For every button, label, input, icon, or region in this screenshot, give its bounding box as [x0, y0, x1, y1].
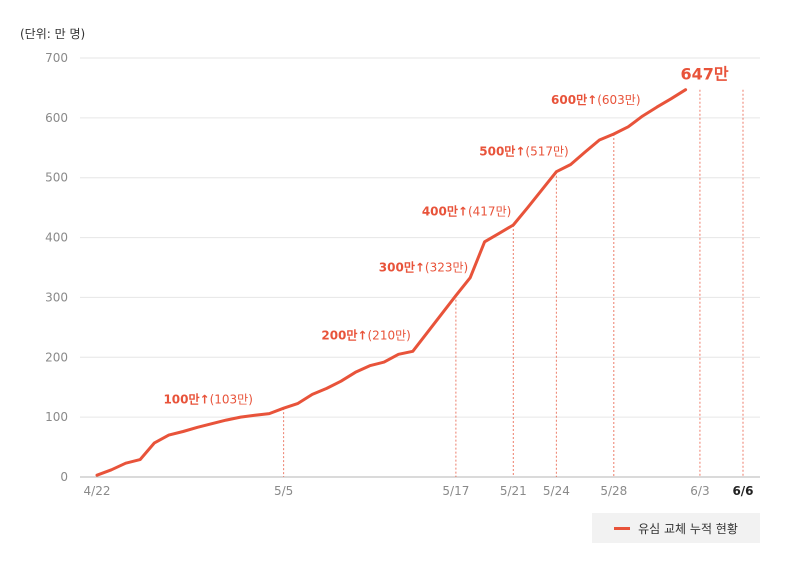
milestone-annotation: 500만↑(517만) [479, 144, 568, 159]
x-tick-label: 6/3 [690, 484, 709, 498]
milestone-annotation: 400만↑(417만) [422, 203, 511, 218]
milestone-annotation: 200만↑(210만) [321, 327, 410, 342]
series-line [95, 88, 688, 477]
x-tick-label: 5/21 [500, 484, 527, 498]
milestone-annotation: 100만↑(103만) [163, 391, 252, 406]
x-tick-label: 5/5 [274, 484, 293, 498]
milestone-annotation: 300만↑(323만) [379, 260, 468, 275]
unit-label: (단위: 만 명) [20, 27, 86, 41]
milestone-label: 500만↑ [479, 144, 525, 159]
milestone-label: 400만↑ [422, 203, 468, 218]
milestone-value: (603만) [597, 93, 640, 107]
x-tick-label: 5/28 [600, 484, 627, 498]
milestone-value: (417만) [468, 204, 511, 218]
y-tick-label: 500 [45, 171, 68, 185]
milestone-label: 600만↑ [551, 92, 597, 107]
chart-legend: 유심 교체 누적 현황 [592, 513, 760, 543]
y-tick-label: 700 [45, 51, 68, 65]
end-value-label: 647만 [681, 65, 729, 84]
milestone-value: (210만) [368, 328, 411, 342]
y-tick-label: 400 [45, 231, 68, 245]
y-tick-label: 200 [45, 350, 68, 364]
milestone-label: 100만↑ [163, 391, 209, 406]
y-tick-label: 600 [45, 111, 68, 125]
y-tick-label: 100 [45, 410, 68, 424]
milestone-value: (517만) [525, 145, 568, 159]
x-tick-label: 6/6 [732, 484, 753, 498]
milestone-value: (103만) [210, 392, 253, 406]
milestone-label: 200만↑ [321, 327, 367, 342]
milestone-label: 300만↑ [379, 260, 425, 275]
legend-line-swatch [614, 526, 631, 530]
y-tick-label: 0 [60, 470, 68, 484]
x-tick-label: 5/17 [442, 484, 469, 498]
x-tick-label: 4/22 [84, 484, 111, 498]
milestone-annotation: 600만↑(603만) [551, 92, 640, 107]
legend-label: 유심 교체 누적 현황 [638, 521, 738, 536]
x-tick-label: 5/24 [543, 484, 570, 498]
y-tick-label: 300 [45, 290, 68, 304]
milestone-value: (323만) [425, 261, 468, 275]
